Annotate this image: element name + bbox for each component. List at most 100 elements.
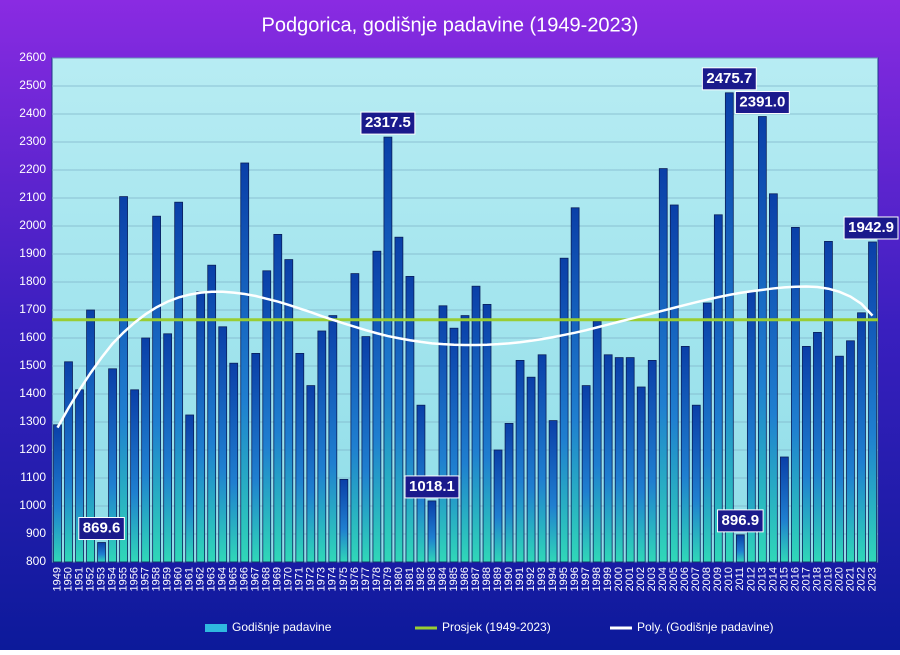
bar: [735, 534, 745, 563]
bar: [438, 305, 448, 563]
x-tick-label: 2005: [668, 567, 680, 591]
bar: [603, 354, 613, 563]
legend-swatch: [205, 624, 227, 632]
chart-title: Podgorica, godišnje padavine (1949-2023): [262, 14, 639, 36]
x-tick-label: 1983: [426, 567, 438, 591]
data-label: 1942.9: [843, 216, 899, 240]
x-tick-label: 1962: [195, 567, 207, 591]
bar: [680, 345, 690, 563]
x-tick-label: 1993: [536, 567, 548, 591]
bar: [218, 326, 228, 563]
bar: [97, 542, 106, 563]
bar: [108, 368, 117, 563]
data-label-text: 1018.1: [409, 478, 455, 495]
x-tick-label: 1981: [404, 567, 416, 591]
y-tick-label: 1000: [19, 498, 46, 512]
bar: [306, 385, 316, 563]
bar: [394, 236, 404, 563]
data-label-box: [78, 517, 125, 541]
data-label: 2317.5: [360, 111, 416, 135]
x-tick-label: 1980: [393, 567, 405, 591]
bar: [835, 355, 844, 563]
x-tick-label: 1998: [591, 567, 603, 591]
x-tick-label: 1985: [448, 567, 460, 591]
x-tick-label: 1951: [73, 567, 85, 591]
x-tick-label: 1968: [261, 567, 273, 591]
bar: [813, 331, 822, 563]
x-tick-label: 1992: [525, 567, 537, 591]
x-tick-label: 1954: [106, 567, 118, 591]
data-label-text: 1942.9: [848, 219, 894, 236]
bar: [802, 345, 811, 563]
bar: [515, 359, 525, 563]
x-tick-label: 1966: [239, 567, 251, 591]
x-tick-label: 1976: [349, 567, 361, 591]
legend-label: Prosjek (1949-2023): [442, 620, 551, 634]
y-tick-label: 900: [26, 526, 46, 540]
x-tick-label: 2008: [701, 567, 713, 591]
x-tick-label: 1949: [51, 567, 63, 591]
y-tick-label: 1400: [19, 386, 46, 400]
x-tick-label: 1996: [569, 567, 581, 591]
x-tick-label: 2009: [712, 567, 724, 591]
bar: [769, 193, 778, 563]
x-tick-label: 1970: [283, 567, 295, 591]
y-tick-label: 2600: [19, 50, 46, 64]
data-label-box: [717, 509, 764, 533]
x-tick-label: 1955: [117, 567, 129, 591]
bar: [537, 354, 547, 563]
x-tick-label: 2016: [789, 567, 801, 591]
x-tick-label: 2003: [646, 567, 658, 591]
bar: [185, 414, 195, 563]
bar: [482, 303, 492, 563]
x-tick-label: 1974: [327, 567, 339, 591]
bar: [702, 302, 712, 563]
y-tick-label: 1700: [19, 302, 46, 316]
x-tick-label: 1995: [558, 567, 570, 591]
y-tick-label: 1800: [19, 274, 46, 288]
y-tick-label: 1900: [19, 246, 46, 260]
data-label: 1018.1: [404, 475, 460, 499]
x-tick-label: 1997: [580, 567, 592, 591]
bar: [427, 500, 437, 563]
bar: [724, 92, 734, 563]
x-tick-label: 2019: [822, 567, 834, 591]
bar: [64, 361, 73, 563]
x-tick-label: 1972: [305, 567, 317, 591]
bar: [791, 226, 800, 563]
x-tick-label: 1986: [459, 567, 471, 591]
x-tick-label: 2004: [657, 567, 669, 591]
x-tick-label: 1982: [415, 567, 427, 591]
bar: [163, 333, 173, 563]
x-tick-label: 2006: [679, 567, 691, 591]
y-tick-label: 1100: [20, 470, 46, 484]
x-tick-label: 1950: [62, 567, 74, 591]
x-tick-label: 1964: [217, 567, 229, 591]
bar: [669, 204, 679, 563]
bar: [262, 270, 272, 563]
bar: [504, 422, 514, 563]
bar: [251, 352, 261, 563]
y-tick-label: 1600: [19, 330, 46, 344]
data-label: 2391.0: [734, 91, 790, 115]
x-tick-label: 1957: [140, 567, 152, 591]
bar: [86, 309, 95, 563]
data-label-text: 896.9: [722, 512, 760, 529]
x-tick-label: 2014: [767, 567, 779, 591]
bar: [152, 215, 161, 563]
y-tick-label: 1300: [19, 414, 46, 428]
bar: [460, 315, 470, 563]
bar: [405, 275, 415, 563]
x-tick-label: 1975: [338, 567, 350, 591]
data-label-text: 2391.0: [739, 93, 785, 110]
bar: [625, 357, 635, 563]
bar: [372, 250, 382, 563]
x-tick-label: 2015: [778, 567, 790, 591]
data-label-box: [843, 216, 899, 240]
x-tick-label: 1987: [470, 567, 482, 591]
bar: [691, 404, 701, 563]
x-tick-label: 1952: [84, 567, 96, 591]
bar: [317, 330, 327, 563]
bar: [846, 340, 855, 563]
bar: [361, 336, 371, 563]
